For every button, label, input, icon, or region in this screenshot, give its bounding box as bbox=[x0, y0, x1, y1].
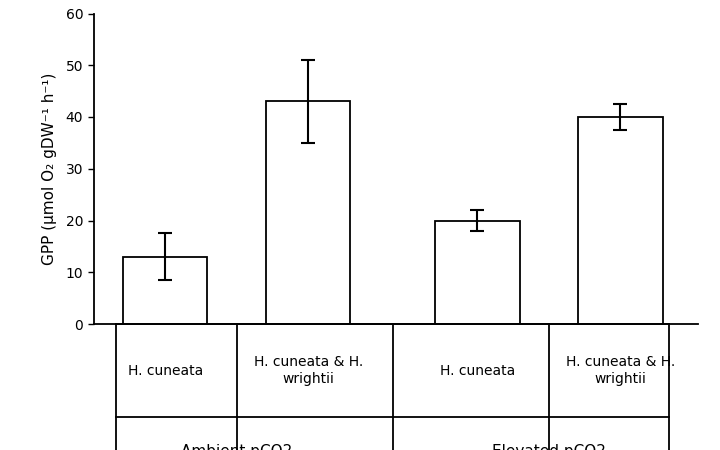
Text: H. cuneata: H. cuneata bbox=[440, 364, 515, 378]
Text: H. cuneata: H. cuneata bbox=[127, 364, 203, 378]
Text: H. cuneata & H.
wrightii: H. cuneata & H. wrightii bbox=[566, 356, 675, 386]
Bar bbox=[435, 220, 520, 324]
Text: Elevated pCO2: Elevated pCO2 bbox=[492, 444, 606, 450]
Bar bbox=[266, 101, 351, 324]
Text: Ambient pCO2: Ambient pCO2 bbox=[181, 444, 292, 450]
Y-axis label: GPP (µmol O₂ gDW⁻¹ h⁻¹): GPP (µmol O₂ gDW⁻¹ h⁻¹) bbox=[42, 72, 57, 265]
Bar bbox=[123, 256, 207, 324]
Bar bbox=[578, 117, 662, 324]
Text: H. cuneata & H.
wrightii: H. cuneata & H. wrightii bbox=[253, 356, 363, 386]
